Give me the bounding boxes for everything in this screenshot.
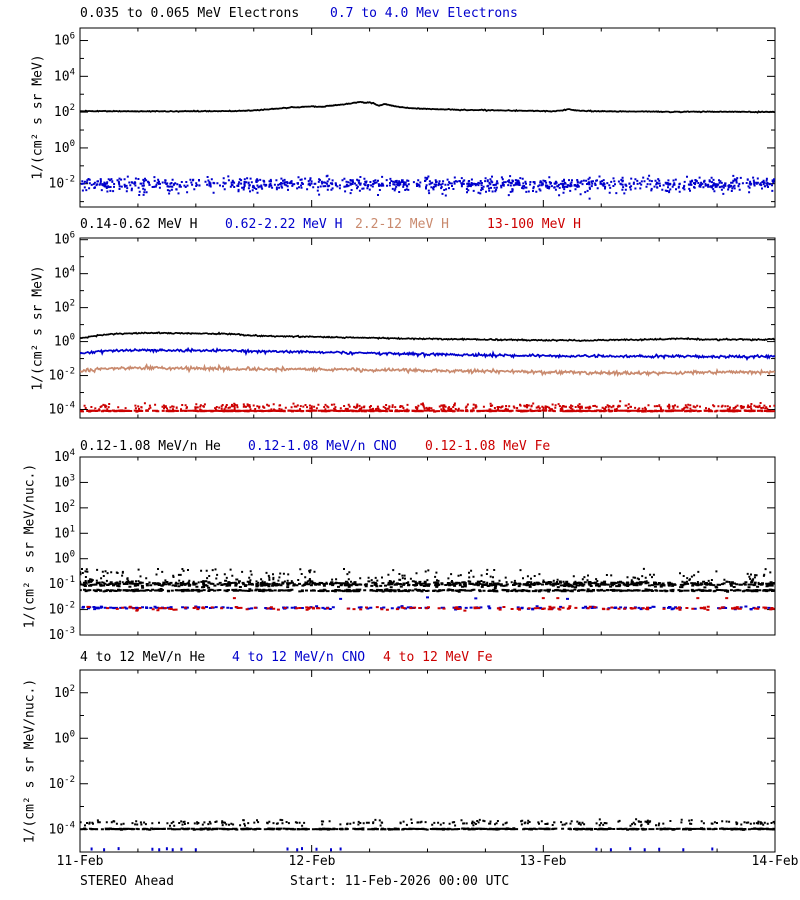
series-label: 0.12-1.08 MeV/n CNO [248, 439, 397, 454]
y-tick-label: 10-2 [49, 775, 76, 792]
panel-frame [79, 237, 776, 419]
series-points [339, 596, 569, 600]
series-points [86, 605, 775, 612]
series-points [80, 578, 775, 590]
y-tick-label: 100 [54, 139, 75, 156]
series-points [232, 597, 729, 600]
x-tick-label: 12-Feb [288, 854, 336, 869]
series-label: 4 to 12 MeV Fe [383, 650, 493, 665]
y-tick-label: 10-2 [49, 175, 76, 192]
panel4-plot: 10-4 10-2 100 102 [49, 669, 776, 853]
y-tick-label: 102 [54, 499, 75, 516]
y-tick-label: 10-2 [49, 367, 76, 384]
series-points [80, 588, 775, 593]
series-points [90, 847, 714, 852]
series-label: 0.035 to 0.065 MeV Electrons [80, 6, 300, 21]
y-tick-label: 104 [54, 265, 75, 282]
series-points [80, 174, 775, 193]
series-points [85, 184, 774, 200]
panel3-plot: 10-3 10-2 10-1 100 101 102 103 104 [49, 448, 776, 643]
panel-frame [79, 27, 776, 208]
series-points [80, 827, 775, 831]
y-axis-label: 1/(cm² s sr MeV/nuc.) [22, 463, 38, 629]
y-tick-label: 106 [54, 231, 75, 248]
y-tick-label: 102 [54, 103, 75, 120]
y-tick-label: 10-4 [49, 820, 76, 837]
series-points [80, 818, 775, 827]
series-label: 4 to 12 MeV/n CNO [232, 650, 366, 665]
y-axis-label: 1/(cm² s sr MeV/nuc.) [22, 678, 38, 844]
x-tick-label: 14-Feb [751, 854, 799, 869]
y-tick-label: 10-3 [49, 626, 76, 643]
series-line [80, 101, 775, 114]
y-tick-label: 106 [54, 32, 75, 49]
series-label: 0.7 to 4.0 Mev Electrons [330, 6, 518, 21]
series-label: 2.2-12 MeV H [355, 217, 449, 232]
series-line [80, 362, 775, 378]
panel1-plot: 10-2 100 102 104 106 [49, 27, 776, 208]
y-tick-label: 103 [54, 473, 75, 490]
y-axis-label: 1/(cm² s sr MeV) [30, 265, 46, 391]
y-tick-label: 100 [54, 550, 75, 567]
panel4-series [80, 818, 775, 852]
series-line [80, 346, 775, 361]
series-label: 0.62-2.22 MeV H [225, 217, 343, 232]
y-tick-label: 10-1 [49, 575, 76, 592]
series-label: 0.14-0.62 MeV H [80, 217, 198, 232]
series-label: 0.12-1.08 MeV Fe [425, 439, 551, 454]
y-axis-label: 1/(cm² s sr MeV) [30, 54, 46, 180]
y-tick-label: 100 [54, 729, 75, 746]
y-tick-label: 104 [54, 67, 75, 84]
start-time-label: Start: 11-Feb-2026 00:00 UTC [290, 874, 510, 889]
series-points [80, 567, 772, 584]
y-tick-label: 10-4 [49, 401, 76, 418]
y-tick-label: 102 [54, 299, 75, 316]
x-tick-label: 13-Feb [519, 854, 567, 869]
series-label: 13-100 MeV H [487, 217, 581, 232]
y-tick-label: 101 [54, 524, 75, 541]
series-line [80, 331, 775, 343]
y-tick-label: 10-2 [49, 601, 76, 618]
panel3-series [80, 567, 775, 612]
y-tick-label: 102 [54, 684, 75, 701]
series-points [83, 400, 775, 411]
panel1-series [80, 101, 775, 200]
y-tick-label: 104 [54, 448, 75, 465]
y-tick-label: 100 [54, 333, 75, 350]
panel2-series [80, 331, 775, 413]
x-tick-label: 11-Feb [56, 854, 104, 869]
panel2-plot: 10-4 10-2 100 102 104 106 [49, 231, 776, 419]
series-label: 0.12-1.08 MeV/n He [80, 439, 221, 454]
spacecraft-label: STEREO Ahead [80, 874, 174, 889]
series-points [80, 409, 775, 413]
series-label: 4 to 12 MeV/n He [80, 650, 206, 665]
